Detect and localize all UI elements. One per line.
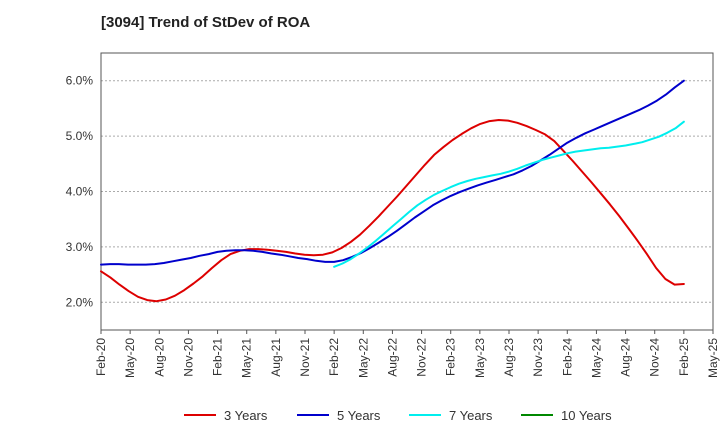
plot-area-border (100, 52, 714, 331)
y-tick-label: 6.0% (66, 74, 94, 88)
legend-label: 5 Years (337, 408, 381, 423)
x-tick-label: Feb-23 (444, 338, 458, 376)
legend-label: 7 Years (449, 408, 493, 423)
gridlines (101, 80, 713, 303)
x-tick-label: Feb-22 (327, 338, 341, 376)
legend-label: 3 Years (224, 408, 268, 423)
x-tick-label: Nov-24 (648, 338, 662, 377)
x-tick-label: Aug-23 (502, 338, 516, 377)
x-tick-label: May-20 (123, 338, 137, 378)
series-line-5-years (100, 79, 685, 266)
x-tick-label: Feb-21 (211, 338, 225, 376)
x-tick-label: Aug-20 (152, 338, 166, 377)
x-tick-label: Aug-24 (619, 338, 633, 377)
x-tick-label: Nov-23 (531, 338, 545, 377)
x-tick-label: Feb-20 (94, 338, 108, 376)
x-tick-label: May-22 (356, 338, 370, 378)
x-tick-label: Nov-22 (415, 338, 429, 377)
x-tick-label: May-23 (473, 338, 487, 378)
x-tick-label: May-21 (240, 338, 254, 378)
x-tick-label: Nov-20 (181, 338, 195, 377)
y-tick-label: 2.0% (66, 295, 94, 309)
series-lines (100, 79, 685, 303)
y-tick-label: 3.0% (66, 240, 94, 254)
x-tick-label: May-25 (706, 338, 720, 378)
x-tick-label: May-24 (589, 338, 603, 378)
x-tick-label: Feb-24 (560, 338, 574, 376)
legend-label: 10 Years (561, 408, 612, 423)
legend: 3 Years 5 Years 7 Years 10 Years (184, 408, 612, 423)
x-axis-ticks: Feb-20 May-20 Aug-20 Nov-20 Feb-21 May-21 Aug-… (94, 330, 720, 378)
x-tick-label: Feb-25 (677, 338, 691, 376)
y-tick-label: 5.0% (66, 129, 94, 143)
y-axis-ticks: 2.0% 3.0% 4.0% 5.0% 6.0% (66, 74, 94, 310)
x-tick-label: Nov-21 (298, 338, 312, 377)
chart-title: [3094] Trend of StDev of ROA (101, 14, 311, 31)
series-line-3-years (100, 119, 685, 303)
x-tick-label: Aug-21 (269, 338, 283, 377)
y-tick-label: 4.0% (66, 185, 94, 199)
series-line-7-years (333, 120, 685, 268)
x-tick-label: Aug-22 (385, 338, 399, 377)
